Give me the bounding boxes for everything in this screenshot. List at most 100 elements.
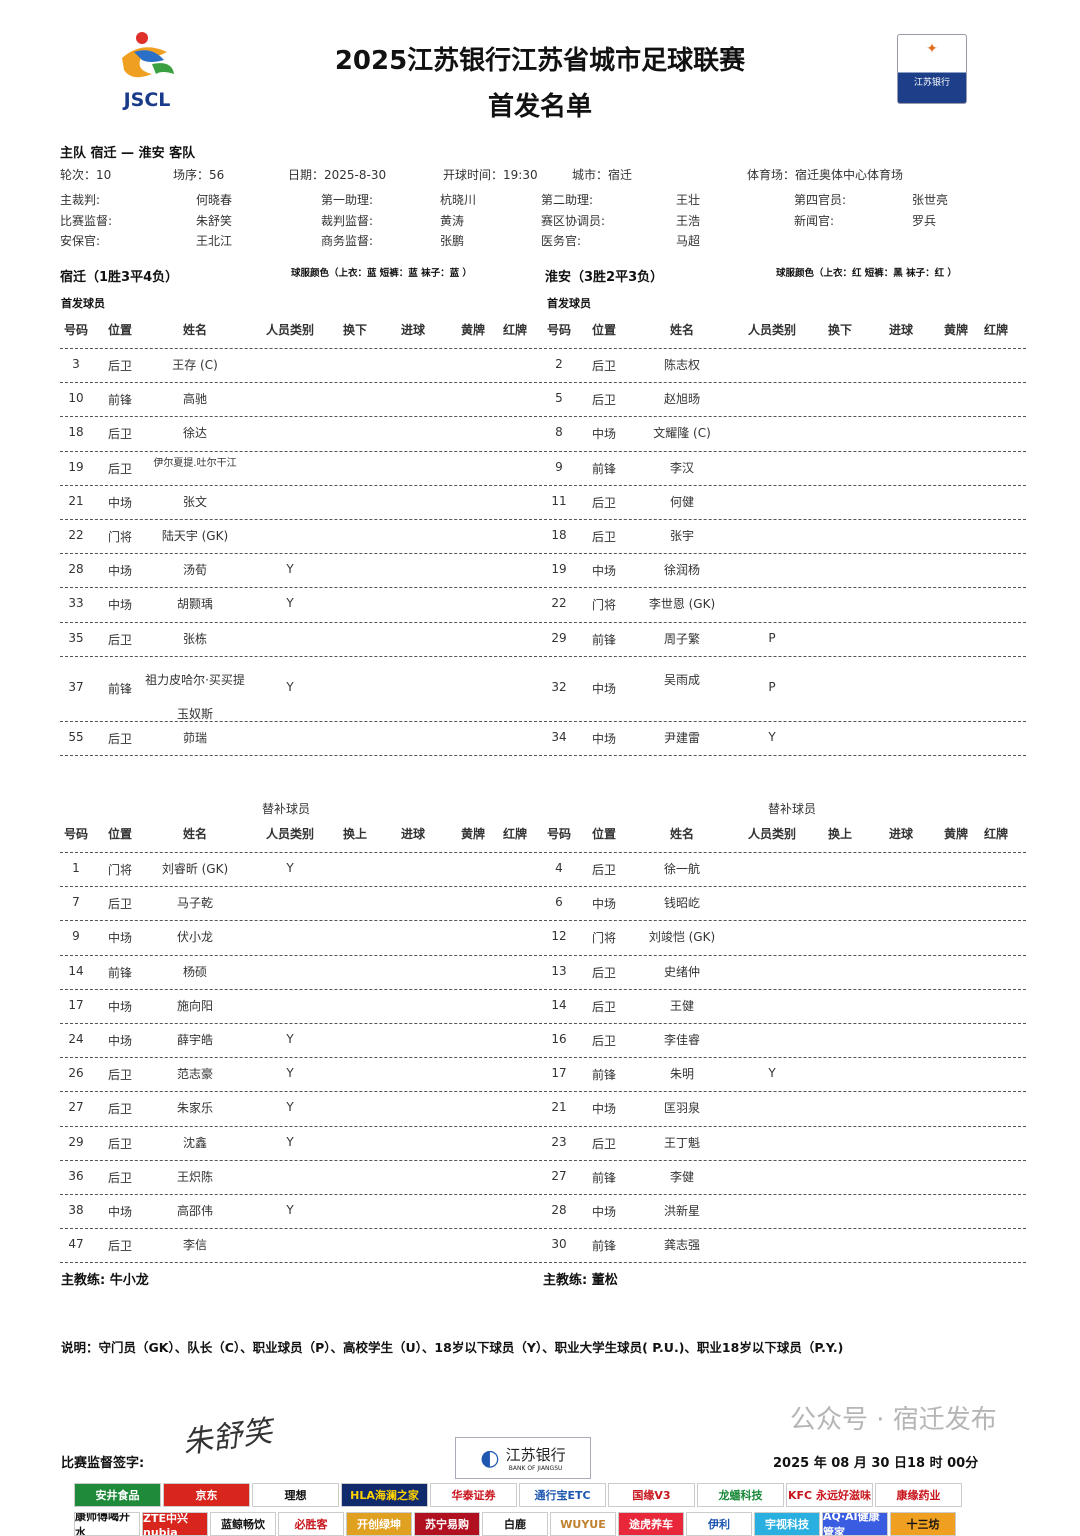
player-position: 后卫	[107, 427, 132, 442]
player-number: 38	[68, 1203, 84, 1218]
away-player-row: 11 后卫 何健	[0, 485, 1080, 519]
player-number: 37	[68, 680, 84, 695]
home-column-header: 姓名	[182, 323, 207, 337]
bank-badge-text: 江苏银行	[913, 78, 950, 88]
player-position: 后卫	[591, 1136, 616, 1151]
player-number: 9	[555, 459, 563, 474]
home-column-header: 黄牌	[460, 827, 485, 841]
player-number: 22	[551, 596, 567, 611]
player-name: 刘睿昕 (GK)	[161, 862, 229, 877]
player-name: 王存 (C)	[172, 358, 218, 373]
player-number: 7	[72, 895, 80, 910]
player-position: 门将	[107, 530, 132, 545]
player-position: 中场	[107, 999, 132, 1014]
away-player-row: 5 后卫 赵旭旸	[0, 382, 1080, 416]
away-player-row: 28 中场 洪新星	[0, 1194, 1080, 1228]
player-position: 后卫	[591, 863, 616, 878]
player-name: 匡羽泉	[663, 1101, 700, 1116]
sponsor-logo: 途虎养车	[618, 1512, 684, 1536]
away-player-row: 34 中场 尹建雷 Y	[0, 721, 1080, 755]
player-number: 11	[551, 493, 567, 508]
player-name: 汤荀	[182, 563, 207, 578]
away-coach: 主教练: 董松	[543, 1273, 618, 1288]
away-player-row: 19 中场 徐润杨	[0, 553, 1080, 587]
player-name: 刘竣恺 (GK)	[648, 930, 716, 945]
player-number: 26	[68, 1066, 84, 1081]
official-label: 第二助理:	[541, 193, 594, 207]
official-label: 第四官员:	[794, 193, 847, 207]
page-title: 2025江苏银行江苏省城市足球联赛	[334, 46, 746, 76]
home-column-header: 进球	[400, 323, 425, 337]
player-name: 施向阳	[176, 998, 213, 1013]
official-name: 朱舒笑	[196, 214, 233, 228]
row-divider	[60, 382, 1026, 384]
player-number: 14	[551, 997, 567, 1012]
player-name: 茆瑞	[182, 730, 207, 745]
away-column-header: 红牌	[983, 323, 1008, 337]
official-label: 比赛监督:	[60, 214, 113, 228]
sponsor-logo: KFC 永远好滋味	[786, 1483, 873, 1507]
bank-badge-icon: ✦	[926, 41, 938, 57]
away-column-header: 进球	[888, 323, 913, 337]
player-name: 王炽陈	[176, 1169, 213, 1184]
player-position: 中场	[591, 1205, 616, 1220]
player-position: 后卫	[107, 1170, 132, 1185]
home-player-row: 19 后卫 伊尔夏提.吐尔干江	[0, 451, 1080, 485]
player-number: 32	[551, 680, 567, 695]
player-name: 张文	[182, 494, 207, 509]
row-divider	[60, 954, 1026, 956]
away-subs-label: 替补球员	[768, 802, 817, 816]
row-divider	[60, 553, 1026, 555]
row-divider	[60, 720, 1026, 722]
away-player-row: 9 前锋 李汉	[0, 451, 1080, 485]
player-number: 14	[68, 963, 84, 978]
row-divider	[60, 1194, 1026, 1195]
row-divider	[60, 1228, 1026, 1230]
player-number: 4	[555, 861, 563, 876]
player-number: 21	[68, 493, 84, 508]
player-name: 陈志权	[663, 358, 700, 373]
player-name: 范志豪	[176, 1067, 213, 1082]
player-number: 30	[551, 1237, 567, 1252]
home-player-row: 35 后卫 张栋	[0, 622, 1080, 656]
player-number: 24	[68, 1032, 84, 1047]
official-label: 裁判监督:	[321, 214, 374, 228]
player-position: 门将	[591, 598, 616, 613]
row-divider	[60, 348, 1026, 349]
player-number: 6	[555, 895, 563, 910]
player-number: 29	[551, 630, 567, 645]
player-name: 徐达	[182, 426, 207, 441]
player-number: 18	[68, 425, 84, 440]
row-divider	[60, 519, 1026, 520]
player-name: 陆天宇 (GK)	[161, 529, 229, 544]
player-category: Y	[286, 1134, 294, 1149]
player-number: 3	[72, 357, 80, 372]
away-player-row: 4 后卫 徐一航	[0, 852, 1080, 886]
row-divider	[60, 920, 1026, 922]
home-column-header: 换上	[342, 827, 367, 841]
player-name: 张宇	[669, 529, 694, 544]
jscl-logo-text: JSCL	[123, 89, 171, 111]
player-number: 10	[68, 391, 84, 406]
player-position: 中场	[591, 897, 616, 912]
home-player-row: 1 门将 刘睿昕 (GK) Y	[0, 852, 1080, 886]
player-name: 朱家乐	[176, 1101, 213, 1116]
home-column-header: 号码	[63, 323, 88, 337]
player-position: 后卫	[107, 1068, 132, 1083]
player-position: 后卫	[107, 1102, 132, 1117]
sponsor-logo: 国缘V3	[608, 1483, 695, 1507]
jscl-emblem-icon	[122, 32, 174, 78]
player-position: 中场	[107, 1034, 132, 1049]
away-player-row: 29 前锋 周子繁 P	[0, 622, 1080, 656]
player-position: 后卫	[107, 461, 132, 476]
player-category: P	[768, 630, 776, 645]
player-position: 前锋	[107, 965, 132, 980]
official-label: 赛区协调员:	[541, 214, 606, 228]
row-divider	[60, 1125, 1026, 1127]
row-divider	[60, 655, 1026, 657]
player-name: 王健	[669, 998, 694, 1013]
row-divider	[60, 416, 1026, 418]
player-name: 杨硕	[182, 964, 207, 979]
player-category: Y	[286, 1032, 294, 1047]
player-name: 高邵伟	[176, 1204, 213, 1219]
